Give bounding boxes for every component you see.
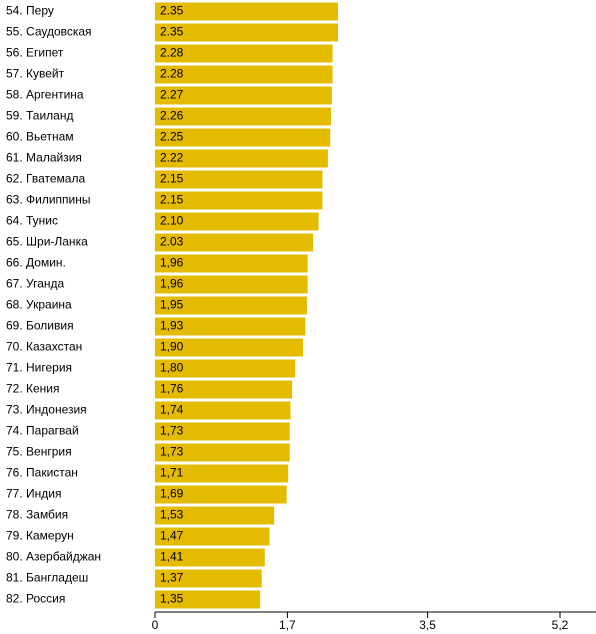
category-label: 62. Гватемала xyxy=(6,172,85,186)
value-label: 1,47 xyxy=(160,529,184,543)
category-label: 70. Казахстан xyxy=(6,340,82,354)
bar xyxy=(155,44,333,63)
bar xyxy=(155,464,289,483)
category-label: 64. Тунис xyxy=(6,214,58,228)
value-label: 1,53 xyxy=(160,508,184,522)
value-label: 2.35 xyxy=(160,4,184,18)
value-label: 2.10 xyxy=(160,214,184,228)
category-label: 79. Камерун xyxy=(6,529,74,543)
category-label: 55. Саудовская xyxy=(6,25,92,39)
category-label: 60. Вьетнам xyxy=(6,130,74,144)
category-label: 74. Парагвай xyxy=(6,424,79,438)
value-label: 1,73 xyxy=(160,445,184,459)
value-label: 2.25 xyxy=(160,130,184,144)
bar xyxy=(155,569,262,588)
value-label: 2.27 xyxy=(160,88,184,102)
bar xyxy=(155,422,290,441)
value-label: 2.03 xyxy=(160,235,184,249)
value-label: 1,71 xyxy=(160,466,184,480)
bar xyxy=(155,23,339,42)
bar xyxy=(155,380,293,399)
bar xyxy=(155,212,319,231)
category-label: 56. Египет xyxy=(6,46,64,60)
bar xyxy=(155,170,323,189)
category-label: 75. Венгрия xyxy=(6,445,72,459)
bar xyxy=(155,485,287,504)
bar xyxy=(155,107,332,126)
bar xyxy=(155,254,308,273)
bar xyxy=(155,275,308,294)
value-label: 2.26 xyxy=(160,109,184,123)
category-label: 59. Таиланд xyxy=(6,109,74,123)
category-label: 54. Перу xyxy=(6,4,54,18)
x-tick-label: 1,7 xyxy=(279,618,296,632)
bar xyxy=(155,86,332,105)
bar xyxy=(155,65,333,84)
bar xyxy=(155,443,290,462)
value-label: 1,80 xyxy=(160,361,184,375)
category-label: 81. Бангладеш xyxy=(6,571,88,585)
value-label: 2.28 xyxy=(160,46,184,60)
value-label: 1,90 xyxy=(160,340,184,354)
value-label: 1,96 xyxy=(160,277,184,291)
category-label: 67. Уганда xyxy=(6,277,65,291)
category-label: 77. Индия xyxy=(6,487,61,501)
bar xyxy=(155,548,265,567)
category-label: 57. Кувейт xyxy=(6,67,65,81)
x-tick-label: 3,5 xyxy=(419,618,436,632)
bar xyxy=(155,359,296,378)
bar xyxy=(155,191,323,210)
value-label: 1,96 xyxy=(160,256,184,270)
bar xyxy=(155,338,303,357)
category-label: 69. Боливия xyxy=(6,319,74,333)
x-tick-label: 5,2 xyxy=(552,618,569,632)
bar xyxy=(155,2,339,21)
category-label: 76. Пакистан xyxy=(6,466,78,480)
bar xyxy=(155,506,275,525)
bar xyxy=(155,296,307,315)
category-label: 73. Индонезия xyxy=(6,403,87,417)
category-label: 71. Нигерия xyxy=(6,361,72,375)
value-label: 1,37 xyxy=(160,571,184,585)
value-label: 1,93 xyxy=(160,319,184,333)
value-label: 1,76 xyxy=(160,382,184,396)
bar xyxy=(155,590,261,609)
bar xyxy=(155,527,270,546)
value-label: 1,69 xyxy=(160,487,184,501)
value-label: 2.15 xyxy=(160,193,184,207)
category-label: 63. Филиппины xyxy=(6,193,91,207)
bar xyxy=(155,401,291,420)
category-label: 68. Украина xyxy=(6,298,72,312)
category-label: 61. Малайзия xyxy=(6,151,82,165)
category-label: 82. Россия xyxy=(6,592,65,606)
value-label: 2.35 xyxy=(160,25,184,39)
category-label: 78. Замбия xyxy=(6,508,68,522)
category-label: 66. Домин. xyxy=(6,256,66,270)
bar xyxy=(155,128,331,147)
value-label: 1,74 xyxy=(160,403,184,417)
category-label: 65. Шри-Ланка xyxy=(6,235,88,249)
bar xyxy=(155,233,314,252)
category-label: 80. Азербайджан xyxy=(6,550,101,564)
value-label: 2.15 xyxy=(160,172,184,186)
value-label: 1,73 xyxy=(160,424,184,438)
x-tick-label: 0 xyxy=(152,618,159,632)
bar xyxy=(155,317,306,336)
category-label: 58. Аргентина xyxy=(6,88,84,102)
value-label: 1,95 xyxy=(160,298,184,312)
value-label: 1,35 xyxy=(160,592,184,606)
value-label: 2.28 xyxy=(160,67,184,81)
bar xyxy=(155,149,328,168)
value-label: 1,41 xyxy=(160,550,184,564)
value-label: 2.22 xyxy=(160,151,184,165)
category-label: 72. Кения xyxy=(6,382,60,396)
